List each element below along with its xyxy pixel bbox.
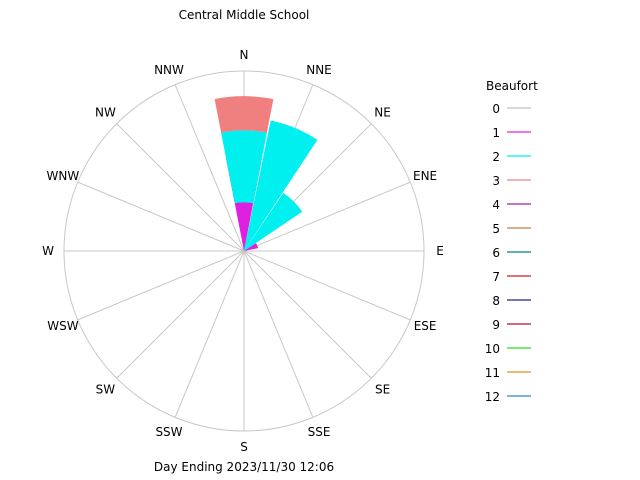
spoke-sw [116, 250, 245, 379]
legend-label-11: 11 [485, 366, 500, 380]
direction-label-ene: ENE [413, 169, 437, 183]
legend-label-0: 0 [492, 102, 500, 116]
direction-label-se: SE [375, 383, 390, 397]
legend-label-6: 6 [492, 246, 500, 260]
petal-n-beaufort-2 [221, 130, 267, 204]
petal-ne-beaufort-2 [244, 192, 303, 251]
legend-label-7: 7 [492, 270, 500, 284]
chart-title: Central Middle School [179, 8, 310, 22]
direction-label-wsw: WSW [47, 319, 78, 333]
direction-labels: N NNE NE ENE E ESE SE SSE S SSW SW WSW W WNW NW NNW [42, 48, 444, 454]
direction-label-ssw: SSW [155, 425, 182, 439]
spoke-wnw [77, 181, 245, 252]
legend-label-2: 2 [492, 150, 500, 164]
petal-nne-beaufort-2 [246, 120, 318, 239]
spoke-nnw [174, 84, 245, 252]
legend-label-4: 4 [492, 198, 500, 212]
direction-label-s: S [240, 440, 248, 454]
spoke-wsw [77, 250, 245, 321]
direction-label-sse: SSE [308, 425, 331, 439]
direction-label-nnw: NNW [154, 63, 184, 77]
direction-label-nw: NW [95, 105, 116, 119]
spoke-ssw [174, 250, 245, 418]
legend-label-10: 10 [485, 342, 500, 356]
direction-label-ne: NE [374, 105, 391, 119]
legend-label-5: 5 [492, 222, 500, 236]
legend-title: Beaufort [486, 79, 538, 93]
petal-nne-beaufort-2-base [244, 236, 252, 251]
chart-footer: Day Ending 2023/11/30 12:06 [154, 460, 334, 474]
direction-label-nne: NNE [306, 63, 332, 77]
spoke-nw [116, 123, 245, 252]
legend-label-1: 1 [492, 126, 500, 140]
legend-label-12: 12 [485, 390, 500, 404]
direction-label-sw: SW [96, 383, 116, 397]
direction-label-n: N [240, 48, 249, 62]
wind-petals [214, 96, 318, 251]
direction-label-ese: ESE [414, 319, 437, 333]
petal-n-beaufort-3 [214, 96, 274, 133]
legend-label-8: 8 [492, 294, 500, 308]
direction-label-w: W [42, 244, 54, 258]
spoke-ene [243, 181, 411, 252]
spoke-ese [243, 250, 411, 321]
spoke-sse [243, 250, 314, 418]
direction-label-wnw: WNW [47, 169, 80, 183]
direction-label-e: E [436, 244, 444, 258]
petal-ene-beaufort-1 [244, 243, 259, 251]
polar-grid [63, 70, 425, 432]
legend-label-9: 9 [492, 318, 500, 332]
legend-label-3: 3 [492, 174, 500, 188]
spoke-se [243, 250, 372, 379]
